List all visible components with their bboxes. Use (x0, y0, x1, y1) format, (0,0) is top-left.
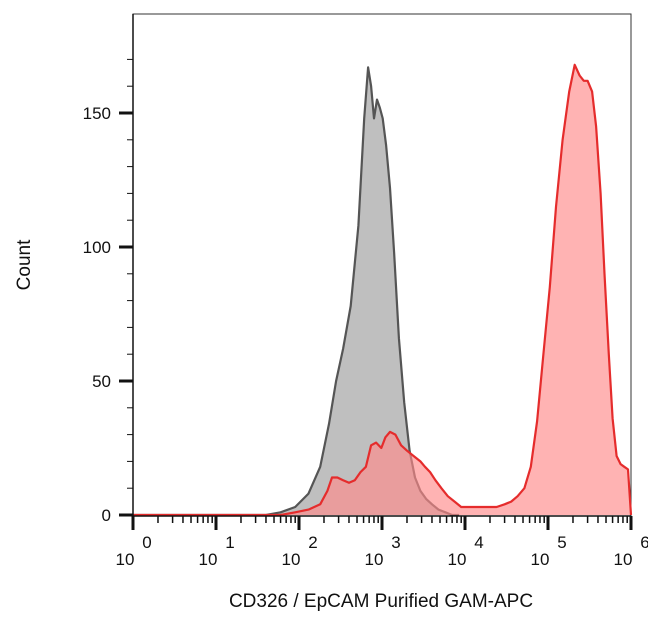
x-tick-label: 10 (365, 550, 384, 569)
x-axis: 10 0 10 1 10 2 10 3 10 4 10 5 10 6 (116, 515, 648, 569)
x-tick-exponent: 0 (142, 533, 151, 552)
x-axis-title: CD326 / EpCAM Purified GAM-APC (229, 591, 533, 612)
series-1-area (133, 64, 631, 516)
series-0-area (133, 67, 460, 516)
x-tick-exponent: 6 (640, 533, 648, 552)
series-layer (133, 63, 633, 517)
x-tick-label: 10 (199, 550, 218, 569)
x-tick-exponent: 3 (391, 533, 400, 552)
y-tick-label: 100 (83, 238, 111, 257)
x-tick-exponent: 5 (557, 533, 566, 552)
x-tick-label: 10 (448, 550, 467, 569)
x-tick-exponent: 4 (474, 533, 483, 552)
y-tick-label: 50 (92, 372, 111, 391)
x-tick-label: 10 (116, 550, 135, 569)
y-tick-label: 150 (83, 104, 111, 123)
y-axis-title: Count (14, 239, 35, 290)
y-tick-label: 0 (102, 506, 111, 525)
x-tick-exponent: 1 (225, 533, 234, 552)
series-1-line (133, 63, 633, 517)
x-tick-exponent: 2 (308, 533, 317, 552)
x-tick-label: 10 (531, 550, 550, 569)
y-axis: 0 50 100 150 (83, 14, 134, 525)
x-tick-label: 10 (614, 550, 633, 569)
x-tick-label: 10 (282, 550, 301, 569)
